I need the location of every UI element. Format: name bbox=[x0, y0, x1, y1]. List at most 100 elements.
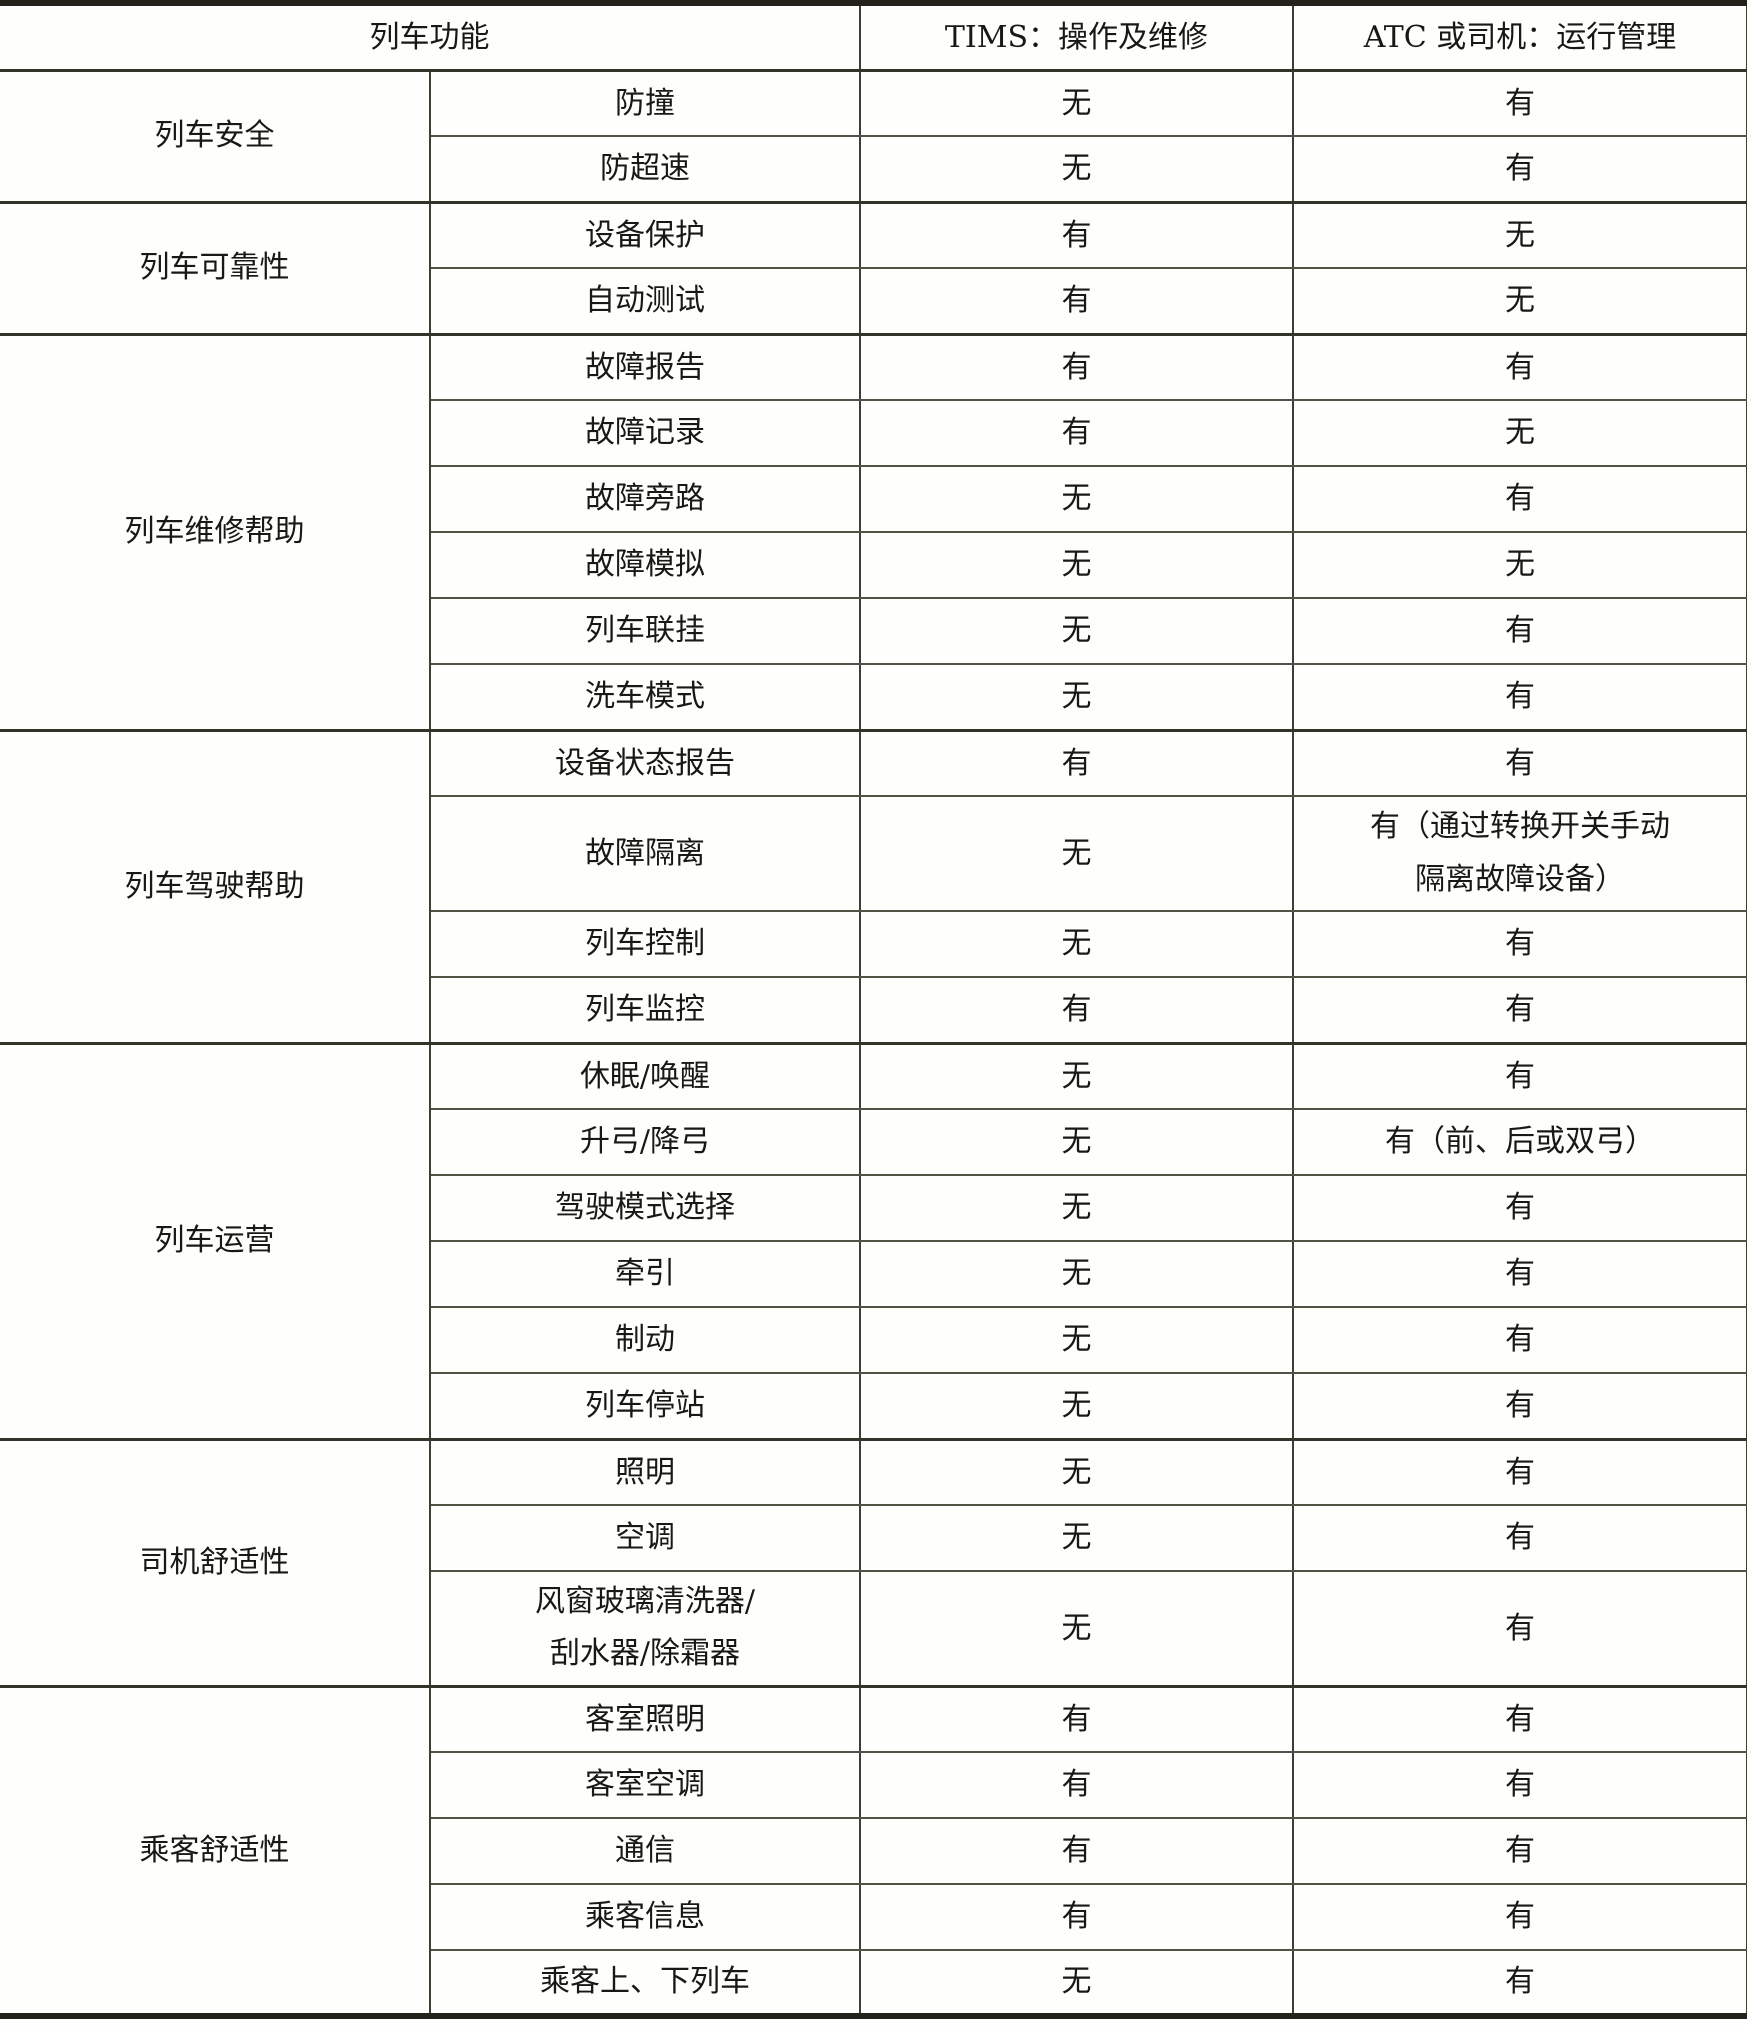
atc-cell: 有 bbox=[1292, 663, 1747, 731]
table-row: 防超速 无 有 bbox=[0, 135, 1747, 203]
atc-cell: 有 bbox=[1292, 1174, 1747, 1242]
function-cell: 空调 bbox=[429, 1504, 861, 1572]
atc-cell: 有 bbox=[1292, 1949, 1747, 2017]
table-row: 列车维修帮助 故障报告 有 有 bbox=[0, 332, 1747, 731]
tims-cell: 无 bbox=[859, 135, 1294, 203]
tims-cell: 无 bbox=[859, 1174, 1294, 1242]
function-cell: 列车停站 bbox=[429, 1372, 861, 1440]
function-cell: 故障隔离 bbox=[429, 795, 861, 912]
atc-cell: 有 bbox=[1292, 1437, 1747, 1506]
atc-cell: 无 bbox=[1292, 267, 1747, 335]
tims-cell: 无 bbox=[859, 1108, 1294, 1176]
table-row: 故障隔离 无 有（通过转换开关手动 隔离故障设备） bbox=[0, 795, 1747, 912]
function-cell: 自动测试 bbox=[429, 267, 861, 335]
atc-cell: 有 bbox=[1292, 1041, 1747, 1110]
table-row: 驾驶模式选择 无 有 bbox=[0, 1174, 1747, 1242]
table-row: 制动 无 有 bbox=[0, 1306, 1747, 1374]
atc-cell: 有 bbox=[1292, 1751, 1747, 1819]
atc-cell: 有 bbox=[1292, 1570, 1747, 1687]
function-cell: 故障旁路 bbox=[429, 465, 861, 533]
atc-cell: 有 bbox=[1292, 1306, 1747, 1374]
function-cell: 防超速 bbox=[429, 135, 861, 203]
atc-cell: 有 bbox=[1292, 465, 1747, 533]
atc-cell: 有 bbox=[1292, 1240, 1747, 1308]
atc-cell: 有 bbox=[1292, 135, 1747, 203]
tims-cell: 无 bbox=[859, 1240, 1294, 1308]
table-row: 故障记录 有 无 bbox=[0, 399, 1747, 467]
header-col-tims: TIMS：操作及维修 bbox=[859, 2, 1294, 71]
function-cell: 防撞 bbox=[429, 68, 861, 137]
group-cell-train-safety: 列车安全 bbox=[0, 68, 431, 203]
function-cell: 驾驶模式选择 bbox=[429, 1174, 861, 1242]
function-cell: 制动 bbox=[429, 1306, 861, 1374]
table-row: 乘客舒适性 客室照明 有 有 bbox=[0, 1684, 1747, 2017]
function-cell: 设备状态报告 bbox=[429, 728, 861, 797]
table-row: 列车可靠性 设备保护 有 无 bbox=[0, 200, 1747, 335]
function-cell: 设备保护 bbox=[429, 200, 861, 269]
tims-cell: 无 bbox=[859, 795, 1294, 912]
tims-cell: 有 bbox=[859, 1684, 1294, 1753]
header-row: 列车功能 TIMS：操作及维修 ATC 或司机：运行管理 bbox=[0, 2, 1747, 71]
atc-cell: 有（通过转换开关手动 隔离故障设备） bbox=[1292, 795, 1747, 912]
tims-cell: 无 bbox=[859, 531, 1294, 599]
table-row: 列车停站 无 有 bbox=[0, 1372, 1747, 1440]
tims-cell: 无 bbox=[859, 597, 1294, 665]
table-row: 列车控制 无 有 bbox=[0, 910, 1747, 978]
group-cell-driving-help: 列车驾驶帮助 bbox=[0, 728, 431, 1044]
table-row: 洗车模式 无 有 bbox=[0, 663, 1747, 731]
atc-cell: 有 bbox=[1292, 976, 1747, 1044]
atc-cell: 有 bbox=[1292, 1504, 1747, 1572]
group-cell-driver-comfort: 司机舒适性 bbox=[0, 1437, 431, 1687]
group-cell-maintenance-help: 列车维修帮助 bbox=[0, 332, 431, 731]
table-row: 故障模拟 无 无 bbox=[0, 531, 1747, 599]
table-row: 自动测试 有 无 bbox=[0, 267, 1747, 335]
tims-cell: 有 bbox=[859, 1751, 1294, 1819]
function-cell: 列车联挂 bbox=[429, 597, 861, 665]
tims-cell: 无 bbox=[859, 1372, 1294, 1440]
function-cell: 乘客信息 bbox=[429, 1883, 861, 1951]
tims-cell: 无 bbox=[859, 1306, 1294, 1374]
tims-cell: 无 bbox=[859, 663, 1294, 731]
tims-cell: 有 bbox=[859, 728, 1294, 797]
atc-cell: 有 bbox=[1292, 1883, 1747, 1951]
tims-cell: 有 bbox=[859, 200, 1294, 269]
atc-cell: 无 bbox=[1292, 399, 1747, 467]
tims-cell: 有 bbox=[859, 976, 1294, 1044]
atc-cell: 有 bbox=[1292, 728, 1747, 797]
table-row: 风窗玻璃清洗器/ 刮水器/除霜器 无 有 bbox=[0, 1570, 1747, 1687]
tims-cell: 无 bbox=[859, 910, 1294, 978]
table-row: 列车驾驶帮助 设备状态报告 有 有 bbox=[0, 728, 1747, 1044]
function-cell: 牵引 bbox=[429, 1240, 861, 1308]
tims-cell: 有 bbox=[859, 399, 1294, 467]
function-cell: 洗车模式 bbox=[429, 663, 861, 731]
function-cell: 客室照明 bbox=[429, 1684, 861, 1753]
tims-cell: 有 bbox=[859, 332, 1294, 401]
table-row: 列车运营 休眠/唤醒 无 有 bbox=[0, 1041, 1747, 1440]
atc-cell: 有 bbox=[1292, 332, 1747, 401]
function-cell: 故障记录 bbox=[429, 399, 861, 467]
table-row: 列车监控 有 有 bbox=[0, 976, 1747, 1044]
atc-cell: 有（前、后或双弓） bbox=[1292, 1108, 1747, 1176]
tims-cell: 无 bbox=[859, 68, 1294, 137]
table-row: 乘客上、下列车 无 有 bbox=[0, 1949, 1747, 2017]
function-cell: 故障报告 bbox=[429, 332, 861, 401]
tims-cell: 无 bbox=[859, 1949, 1294, 2017]
table-row: 乘客信息 有 有 bbox=[0, 1883, 1747, 1951]
tims-cell: 有 bbox=[859, 1817, 1294, 1885]
table-row: 司机舒适性 照明 无 有 bbox=[0, 1437, 1747, 1687]
atc-cell: 有 bbox=[1292, 1684, 1747, 1753]
table-row: 通信 有 有 bbox=[0, 1817, 1747, 1885]
function-cell: 列车控制 bbox=[429, 910, 861, 978]
function-cell: 风窗玻璃清洗器/ 刮水器/除霜器 bbox=[429, 1570, 861, 1687]
group-cell-train-reliability: 列车可靠性 bbox=[0, 200, 431, 335]
table-row: 列车联挂 无 有 bbox=[0, 597, 1747, 665]
tims-cell: 无 bbox=[859, 1437, 1294, 1506]
tims-cell: 无 bbox=[859, 1570, 1294, 1687]
table-row: 列车安全 防撞 无 有 bbox=[0, 68, 1747, 203]
tims-cell: 无 bbox=[859, 465, 1294, 533]
group-cell-passenger-comfort: 乘客舒适性 bbox=[0, 1684, 431, 2017]
group-cell-train-operation: 列车运营 bbox=[0, 1041, 431, 1440]
function-cell: 列车监控 bbox=[429, 976, 861, 1044]
